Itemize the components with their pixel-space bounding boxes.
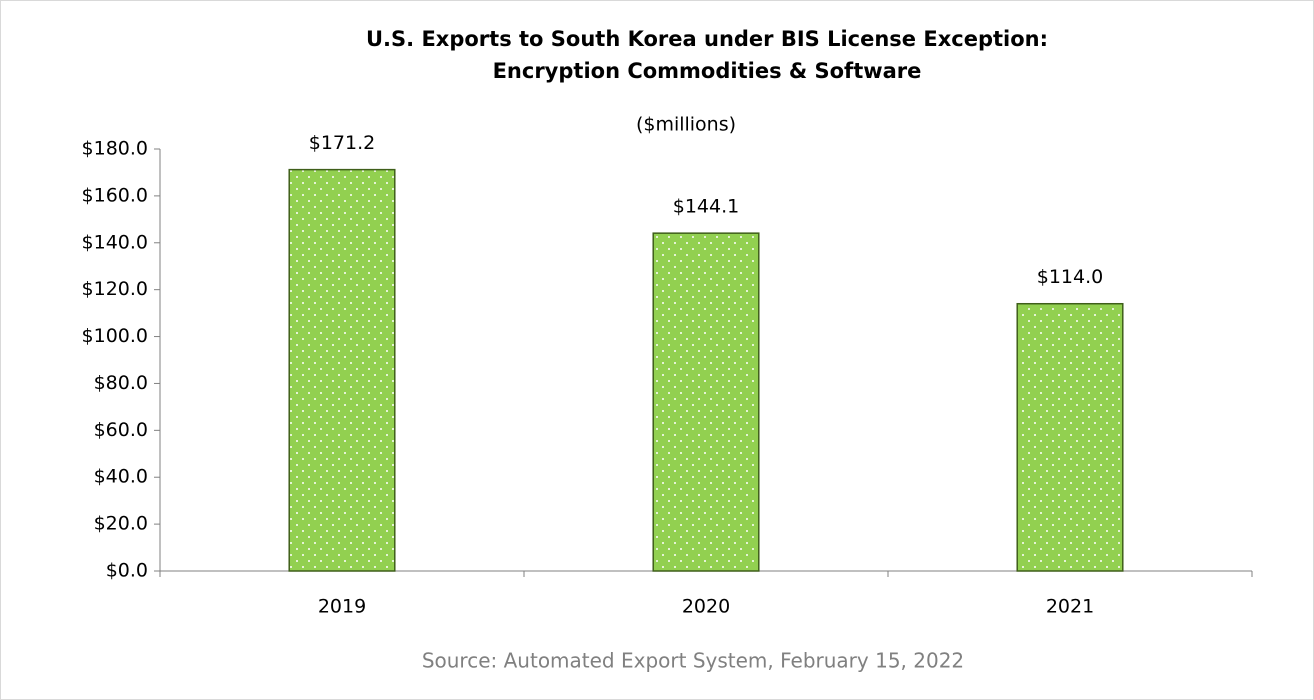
chart-title: Encryption Commodities & Software (493, 59, 922, 83)
y-tick-label: $160.0 (82, 184, 148, 206)
y-tick-label: $140.0 (82, 231, 148, 253)
chart-subtitle: ($millions) (636, 114, 736, 136)
y-tick-label: $40.0 (94, 466, 148, 488)
y-tick-label: $80.0 (94, 372, 148, 394)
bar (288, 168, 396, 572)
y-tick-label: $0.0 (106, 560, 148, 582)
chart-title: U.S. Exports to South Korea under BIS Li… (366, 27, 1048, 51)
source-note: Source: Automated Export System, Februar… (422, 649, 964, 673)
x-tick-label: 2019 (318, 596, 366, 618)
x-tick-label: 2020 (682, 596, 730, 618)
data-label: $144.1 (673, 196, 739, 218)
y-tick-label: $20.0 (94, 513, 148, 535)
bar (1016, 302, 1124, 572)
y-tick-label: $60.0 (94, 419, 148, 441)
y-tick-label: $180.0 (82, 138, 148, 160)
data-label: $114.0 (1037, 266, 1103, 288)
y-tick-label: $120.0 (82, 278, 148, 300)
data-label: $171.2 (309, 132, 375, 154)
y-tick-label: $100.0 (82, 325, 148, 347)
bar (652, 232, 760, 572)
x-tick-label: 2021 (1046, 596, 1094, 618)
